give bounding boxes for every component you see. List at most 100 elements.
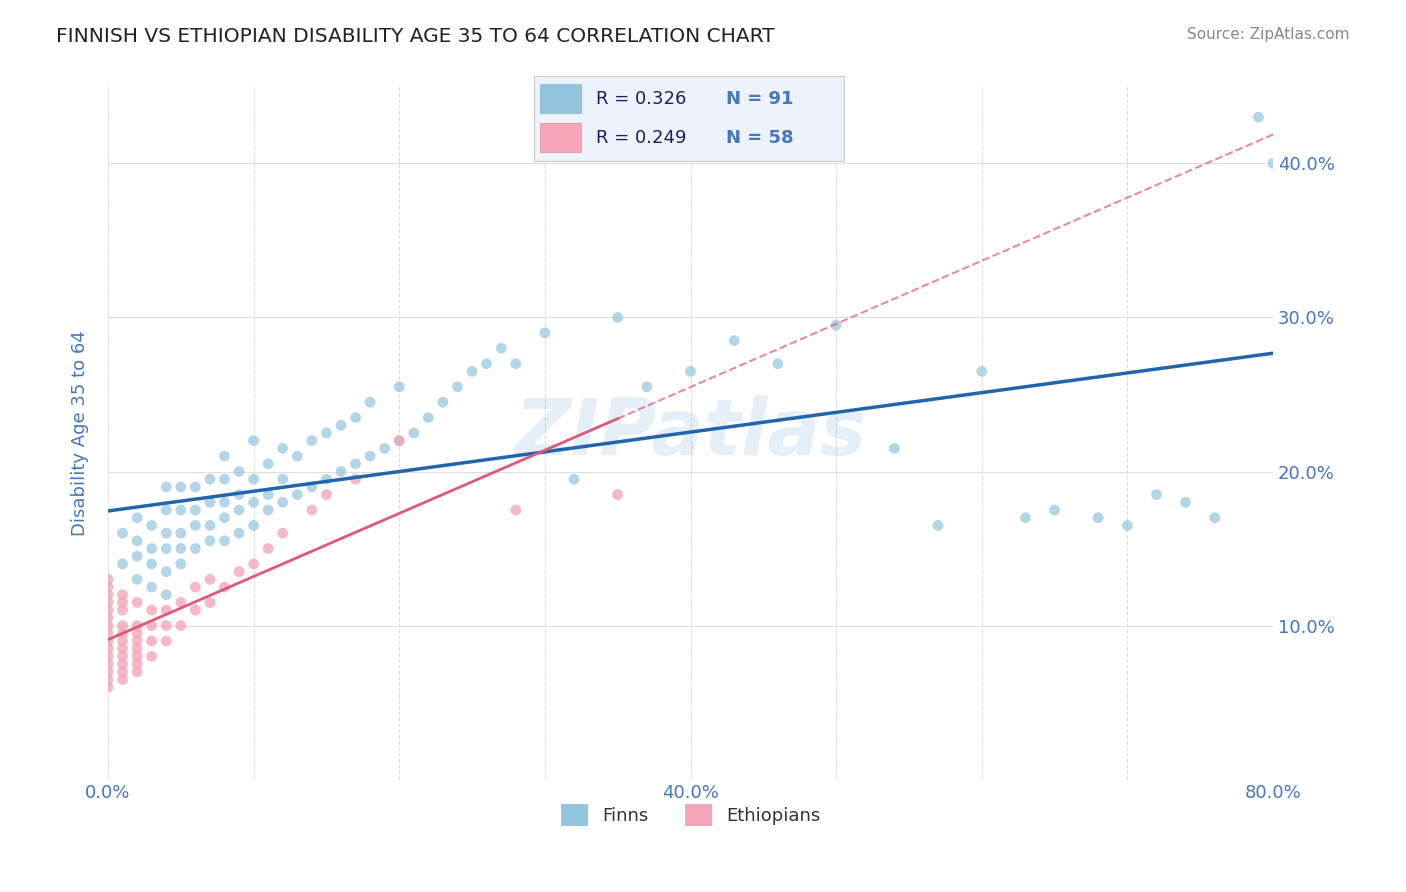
Point [127, 572, 149, 586]
Point [1146, 487, 1168, 501]
Point [111, 665, 134, 679]
Text: ZIPatlas: ZIPatlas [515, 395, 866, 471]
Point [359, 449, 381, 463]
Point [127, 649, 149, 664]
Point [927, 518, 949, 533]
Point [198, 595, 221, 609]
Point [155, 565, 177, 579]
Point [301, 480, 323, 494]
Text: R = 0.249: R = 0.249 [596, 128, 686, 146]
Point [170, 557, 193, 571]
Point [127, 549, 149, 564]
Point [257, 541, 280, 556]
Point [344, 472, 367, 486]
Point [461, 364, 484, 378]
Point [214, 533, 236, 548]
Point [228, 565, 250, 579]
Point [141, 580, 163, 594]
Point [111, 557, 134, 571]
Point [330, 418, 353, 433]
Point [198, 518, 221, 533]
Legend: Finns, Ethiopians: Finns, Ethiopians [554, 797, 828, 833]
Point [1247, 110, 1270, 124]
Point [111, 673, 134, 687]
Point [636, 380, 658, 394]
Point [825, 318, 848, 333]
Point [198, 472, 221, 486]
Point [257, 487, 280, 501]
Point [97, 673, 120, 687]
Point [198, 533, 221, 548]
Point [402, 425, 425, 440]
Point [184, 541, 207, 556]
Point [155, 588, 177, 602]
Point [766, 357, 789, 371]
Point [97, 588, 120, 602]
Point [97, 595, 120, 609]
Point [301, 434, 323, 448]
Point [170, 618, 193, 632]
Point [141, 603, 163, 617]
Point [1261, 156, 1284, 170]
Point [141, 649, 163, 664]
Point [315, 425, 337, 440]
Point [127, 595, 149, 609]
Point [111, 626, 134, 640]
Point [111, 603, 134, 617]
Point [257, 503, 280, 517]
Point [155, 618, 177, 632]
Point [97, 665, 120, 679]
Point [155, 634, 177, 648]
Point [723, 334, 745, 348]
Point [562, 472, 585, 486]
Point [97, 626, 120, 640]
Point [388, 434, 411, 448]
Point [127, 618, 149, 632]
Point [446, 380, 468, 394]
Point [315, 472, 337, 486]
Point [214, 472, 236, 486]
Point [170, 503, 193, 517]
Point [214, 495, 236, 509]
Point [534, 326, 557, 340]
Point [97, 634, 120, 648]
Text: FINNISH VS ETHIOPIAN DISABILITY AGE 35 TO 64 CORRELATION CHART: FINNISH VS ETHIOPIAN DISABILITY AGE 35 T… [56, 27, 775, 45]
Point [1174, 495, 1197, 509]
Point [97, 641, 120, 656]
Point [285, 449, 308, 463]
Point [141, 557, 163, 571]
Point [271, 442, 294, 456]
Point [242, 557, 264, 571]
Point [883, 442, 905, 456]
Point [170, 595, 193, 609]
Point [97, 572, 120, 586]
Point [111, 634, 134, 648]
Point [97, 680, 120, 694]
Point [242, 434, 264, 448]
Point [198, 495, 221, 509]
Point [475, 357, 498, 371]
Point [271, 472, 294, 486]
Point [155, 603, 177, 617]
Point [127, 626, 149, 640]
Point [127, 634, 149, 648]
Point [388, 380, 411, 394]
FancyBboxPatch shape [540, 85, 581, 113]
FancyBboxPatch shape [540, 123, 581, 152]
Point [271, 495, 294, 509]
Point [679, 364, 702, 378]
Point [242, 495, 264, 509]
Point [127, 665, 149, 679]
Point [606, 487, 628, 501]
Point [285, 487, 308, 501]
Point [111, 641, 134, 656]
Point [271, 526, 294, 541]
Point [315, 487, 337, 501]
Point [228, 526, 250, 541]
Point [97, 657, 120, 671]
Text: Source: ZipAtlas.com: Source: ZipAtlas.com [1187, 27, 1350, 42]
Point [1116, 518, 1139, 533]
Point [184, 518, 207, 533]
Point [184, 480, 207, 494]
Point [97, 611, 120, 625]
